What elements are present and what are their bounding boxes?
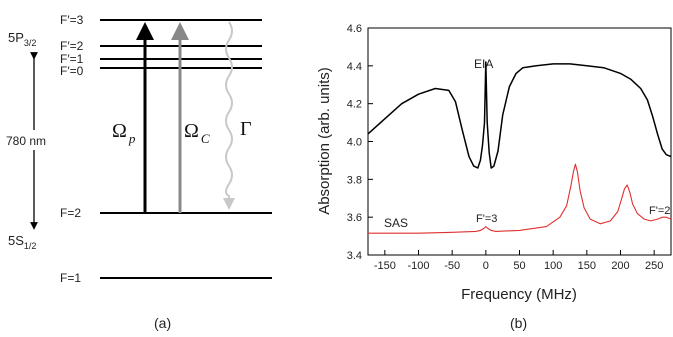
x-tick-label: 150 <box>578 260 596 272</box>
x-tick-labels: -150 -100 -50 0 50 100 150 200 250 <box>374 260 664 272</box>
level-label-f1: F=1 <box>60 271 81 285</box>
y-tick-label: 3.6 <box>347 212 362 224</box>
wavelength-label-bg <box>4 130 64 150</box>
state-term-5p: 5P3/2 <box>8 30 36 48</box>
y-tick-label: 3.4 <box>347 250 362 262</box>
x-tick-label: 200 <box>611 260 629 272</box>
x-tick-label: -50 <box>444 260 460 272</box>
y-axis-label: Absorption (arb. units) <box>316 67 333 215</box>
level-label-f3: F′=3 <box>60 13 84 27</box>
x-tick-label: 50 <box>513 260 525 272</box>
plot-frame <box>367 27 672 256</box>
energy-level-diagram: F′=3 F′=2 F′=1 F′=0 F=2 F=1 5P3/2 5S1/2 … <box>4 13 272 331</box>
level-label-f2: F=2 <box>60 206 81 220</box>
x-tick-label: 250 <box>645 260 663 272</box>
y-tick-label: 4.4 <box>347 61 362 73</box>
x-tick-label: 100 <box>544 260 562 272</box>
y-tick-label: 3.8 <box>347 174 362 186</box>
x-tick-label: -100 <box>407 260 429 272</box>
annotation-f2: F'=2 <box>649 205 670 217</box>
panel-label-a: (a) <box>154 315 171 331</box>
decay-label: Γ <box>240 118 252 140</box>
absorption-chart: -150 -100 -50 0 50 100 150 200 250 3.4 3.6 3.8 4.0 4… <box>316 23 672 331</box>
x-tick-label: 0 <box>483 260 489 272</box>
state-term-5s: 5S1/2 <box>8 233 36 251</box>
sas-series-line <box>368 163 672 234</box>
annotation-f3: F'=3 <box>476 213 497 225</box>
eia-series-line <box>367 61 672 169</box>
decay-wavy-arrow <box>223 21 235 210</box>
level-label-f2p: F′=2 <box>60 39 84 53</box>
y-tick-label: 4.0 <box>347 137 362 149</box>
y-tick-label: 4.6 <box>347 23 362 35</box>
panel-label-b: (b) <box>510 315 527 331</box>
y-tick-labels: 3.4 3.6 3.8 4.0 4.2 4.4 4.6 <box>347 23 362 262</box>
x-tick-label: -150 <box>374 260 396 272</box>
y-tick-label: 4.2 <box>347 99 362 111</box>
annotation-sas: SAS <box>384 216 408 230</box>
axis-ticks <box>368 27 655 256</box>
wavelength-label: 780 nm <box>6 134 46 148</box>
annotation-eia: EIA <box>474 57 493 71</box>
level-label-f0p: F′=0 <box>60 64 84 78</box>
x-axis-label: Frequency (MHz) <box>461 286 577 303</box>
level-label-f1p: F′=1 <box>60 52 84 66</box>
